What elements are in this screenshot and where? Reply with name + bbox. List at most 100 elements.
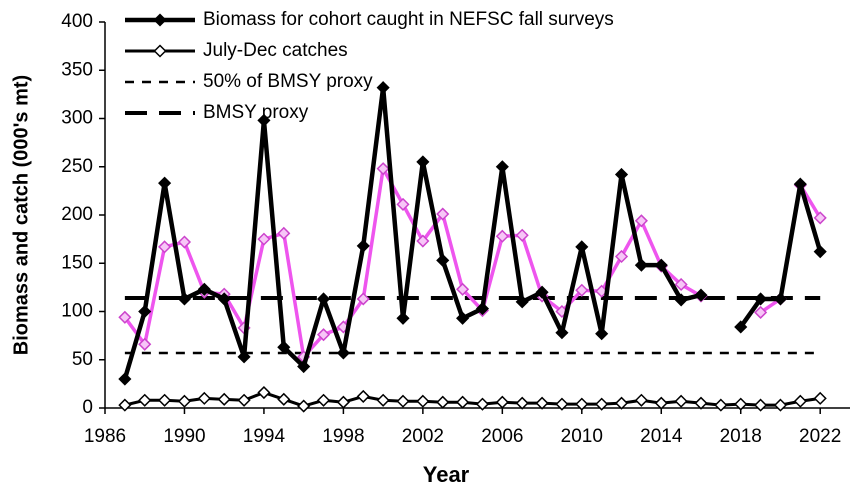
y-tick-label: 100	[61, 301, 93, 322]
x-tick-label: 2006	[481, 426, 523, 447]
x-axis-title: Year	[423, 462, 470, 487]
y-tick-label: 400	[61, 11, 93, 32]
marker	[336, 346, 350, 360]
marker	[376, 393, 390, 407]
marker	[177, 235, 192, 249]
marker	[495, 229, 509, 243]
marker	[575, 397, 589, 411]
y-tick-label: 50	[72, 349, 93, 370]
x-tick-label: 1986	[84, 426, 126, 447]
marker	[674, 293, 688, 307]
marker	[475, 397, 490, 411]
marker	[316, 292, 331, 306]
marker	[118, 310, 132, 324]
marker	[436, 207, 450, 221]
marker	[138, 337, 152, 351]
marker	[376, 162, 390, 176]
marker	[694, 288, 708, 302]
marker	[217, 292, 231, 306]
series-line	[122, 85, 702, 380]
marker	[356, 389, 370, 403]
x-tick-label: 2002	[402, 426, 444, 447]
marker	[555, 326, 569, 340]
y-axis-title: Biomass and catch (000's mt)	[10, 75, 32, 355]
marker	[674, 277, 688, 292]
marker	[535, 285, 549, 299]
legend-label: 50% of BMSY proxy	[203, 71, 373, 92]
marker	[654, 258, 668, 272]
marker	[416, 394, 430, 408]
marker	[197, 391, 211, 405]
marker	[634, 214, 648, 228]
marker	[614, 167, 629, 182]
marker	[634, 393, 648, 407]
y-tick-label: 300	[61, 108, 93, 129]
legend-marker	[153, 44, 167, 58]
marker	[793, 394, 807, 408]
marker	[257, 232, 271, 246]
marker	[575, 240, 589, 254]
marker	[515, 295, 529, 309]
marker	[793, 177, 807, 191]
marker	[535, 396, 549, 410]
marker	[237, 393, 251, 407]
marker	[336, 395, 350, 409]
marker	[436, 253, 450, 267]
marker	[674, 394, 688, 408]
marker	[734, 320, 748, 334]
marker	[694, 396, 708, 410]
legend-label: July-Dec catches	[203, 40, 348, 61]
x-tick-label: 2010	[561, 426, 603, 447]
marker	[773, 398, 788, 412]
marker	[773, 292, 788, 306]
marker	[813, 245, 827, 259]
marker	[495, 160, 509, 174]
legend-label: BMSY proxy	[203, 102, 309, 123]
marker	[634, 258, 648, 272]
marker	[754, 292, 768, 306]
marker	[118, 398, 132, 412]
marker	[813, 211, 827, 225]
marker	[595, 397, 609, 411]
marker	[595, 327, 609, 341]
marker	[396, 197, 410, 211]
marker	[416, 234, 430, 248]
x-tick-label: 1990	[163, 426, 205, 447]
marker	[316, 393, 331, 407]
marker	[277, 392, 291, 406]
marker	[754, 398, 768, 412]
marker	[138, 304, 152, 319]
y-tick-label: 200	[61, 204, 93, 225]
y-tick-label: 150	[61, 252, 93, 273]
marker	[316, 328, 331, 342]
series-line	[738, 181, 823, 329]
y-tick-label: 350	[61, 59, 93, 80]
marker	[376, 81, 390, 95]
marker	[297, 359, 311, 374]
marker	[138, 393, 152, 407]
marker	[257, 385, 271, 400]
legend-label: Biomass for cohort caught in NEFSC fall …	[203, 9, 614, 30]
marker	[654, 396, 668, 410]
marker	[416, 155, 430, 169]
marker	[197, 282, 211, 296]
marker	[277, 226, 291, 240]
marker	[456, 311, 470, 325]
marker	[555, 397, 569, 411]
x-tick-label: 2018	[720, 426, 762, 447]
marker	[456, 395, 470, 409]
x-tick-label: 2022	[799, 426, 841, 447]
legend-marker	[153, 13, 167, 27]
y-tick-label: 0	[82, 397, 93, 418]
marker	[277, 340, 291, 354]
marker	[515, 396, 529, 410]
x-tick-label: 2014	[640, 426, 683, 447]
marker	[456, 282, 470, 296]
x-tick-label: 1998	[322, 426, 364, 447]
marker	[118, 372, 132, 386]
marker	[614, 249, 629, 264]
marker	[158, 240, 172, 254]
marker	[734, 397, 748, 411]
marker	[614, 396, 629, 410]
marker	[257, 113, 271, 127]
